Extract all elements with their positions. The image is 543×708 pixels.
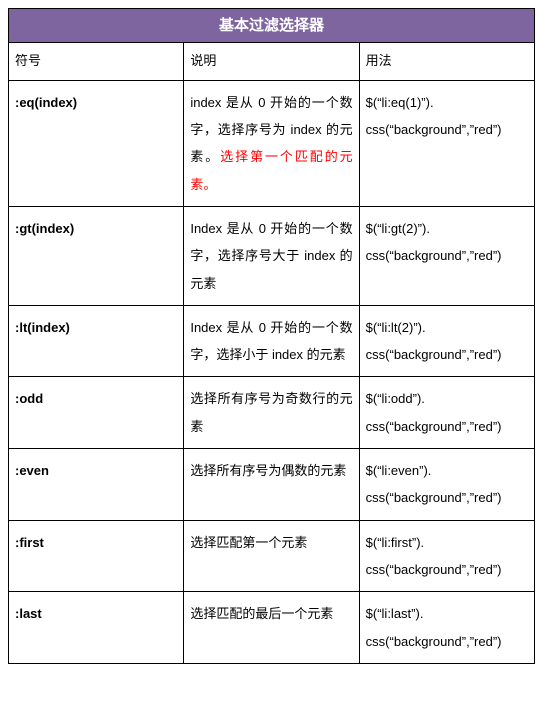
col-header-desc: 说明 bbox=[184, 43, 359, 81]
cell-usage: $(“li:odd”).css(“background”,”red”) bbox=[359, 377, 534, 449]
cell-symbol: :odd bbox=[9, 377, 184, 449]
usage-line-1: $(“li:lt(2)”). bbox=[366, 314, 528, 341]
usage-line-2: css(“background”,”red”) bbox=[366, 242, 528, 269]
usage-line-2: css(“background”,”red”) bbox=[366, 116, 528, 143]
cell-symbol: :last bbox=[9, 592, 184, 664]
cell-desc: Index 是从 0 开始的一个数字，选择序号大于 index 的元素 bbox=[184, 206, 359, 305]
cell-usage: $(“li:first”).css(“background”,”red”) bbox=[359, 520, 534, 592]
cell-usage: $(“li:even”).css(“background”,”red”) bbox=[359, 449, 534, 521]
table-row: :gt(index)Index 是从 0 开始的一个数字，选择序号大于 inde… bbox=[9, 206, 535, 305]
usage-line-2: css(“background”,”red”) bbox=[366, 484, 528, 511]
cell-desc: Index 是从 0 开始的一个数字，选择小于 index 的元素 bbox=[184, 305, 359, 377]
usage-line-1: $(“li:last”). bbox=[366, 600, 528, 627]
table-row: :odd选择所有序号为奇数行的元素$(“li:odd”).css(“backgr… bbox=[9, 377, 535, 449]
cell-desc: 选择匹配第一个元素 bbox=[184, 520, 359, 592]
usage-line-2: css(“background”,”red”) bbox=[366, 341, 528, 368]
usage-line-1: $(“li:first”). bbox=[366, 529, 528, 556]
cell-usage: $(“li:last”).css(“background”,”red”) bbox=[359, 592, 534, 664]
cell-usage: $(“li:lt(2)”).css(“background”,”red”) bbox=[359, 305, 534, 377]
usage-line-1: $(“li:even”). bbox=[366, 457, 528, 484]
table-header-row: 符号 说明 用法 bbox=[9, 43, 535, 81]
table-row: :eq(index)index 是从 0 开始的一个数字，选择序号为 index… bbox=[9, 80, 535, 206]
selector-table-container: 基本过滤选择器 符号 说明 用法 :eq(index)index 是从 0 开始… bbox=[8, 8, 535, 664]
cell-desc: 选择所有序号为奇数行的元素 bbox=[184, 377, 359, 449]
cell-symbol: :lt(index) bbox=[9, 305, 184, 377]
usage-line-1: $(“li:odd”). bbox=[366, 385, 528, 412]
cell-desc: 选择匹配的最后一个元素 bbox=[184, 592, 359, 664]
cell-symbol: :eq(index) bbox=[9, 80, 184, 206]
col-header-usage: 用法 bbox=[359, 43, 534, 81]
cell-desc: index 是从 0 开始的一个数字，选择序号为 index 的元素。选择第一个… bbox=[184, 80, 359, 206]
selector-table: 基本过滤选择器 符号 说明 用法 :eq(index)index 是从 0 开始… bbox=[8, 8, 535, 664]
table-title-row: 基本过滤选择器 bbox=[9, 9, 535, 43]
cell-symbol: :first bbox=[9, 520, 184, 592]
table-row: :last 选择匹配的最后一个元素 $(“li:last”).css(“backgr… bbox=[9, 592, 535, 664]
table-title: 基本过滤选择器 bbox=[9, 9, 535, 43]
cell-usage: $(“li:gt(2)”).css(“background”,”red”) bbox=[359, 206, 534, 305]
cell-usage: $(“li:eq(1)”).css(“background”,”red”) bbox=[359, 80, 534, 206]
desc-main-text: Index 是从 0 开始的一个数字，选择小于 index 的元素 bbox=[190, 320, 352, 362]
usage-line-1: $(“li:gt(2)”). bbox=[366, 215, 528, 242]
desc-main-text: 选择所有序号为奇数行的元素 bbox=[190, 391, 352, 433]
cell-symbol: :gt(index) bbox=[9, 206, 184, 305]
cell-symbol: :even bbox=[9, 449, 184, 521]
desc-main-text: Index 是从 0 开始的一个数字，选择序号大于 index 的元素 bbox=[190, 221, 352, 291]
table-row: :first 选择匹配第一个元素 $(“li:first”).css(“backgr… bbox=[9, 520, 535, 592]
table-row: :even 选择所有序号为偶数的元素 $(“li:even”).css(“backg… bbox=[9, 449, 535, 521]
cell-desc: 选择所有序号为偶数的元素 bbox=[184, 449, 359, 521]
desc-main-text: 选择匹配第一个元素 bbox=[190, 535, 307, 550]
usage-line-2: css(“background”,”red”) bbox=[366, 628, 528, 655]
usage-line-2: css(“background”,”red”) bbox=[366, 413, 528, 440]
usage-line-1: $(“li:eq(1)”). bbox=[366, 89, 528, 116]
usage-line-2: css(“background”,”red”) bbox=[366, 556, 528, 583]
table-row: :lt(index)Index 是从 0 开始的一个数字，选择小于 index … bbox=[9, 305, 535, 377]
desc-main-text: 选择所有序号为偶数的元素 bbox=[190, 463, 346, 478]
col-header-symbol: 符号 bbox=[9, 43, 184, 81]
desc-main-text: 选择匹配的最后一个元素 bbox=[190, 606, 333, 621]
